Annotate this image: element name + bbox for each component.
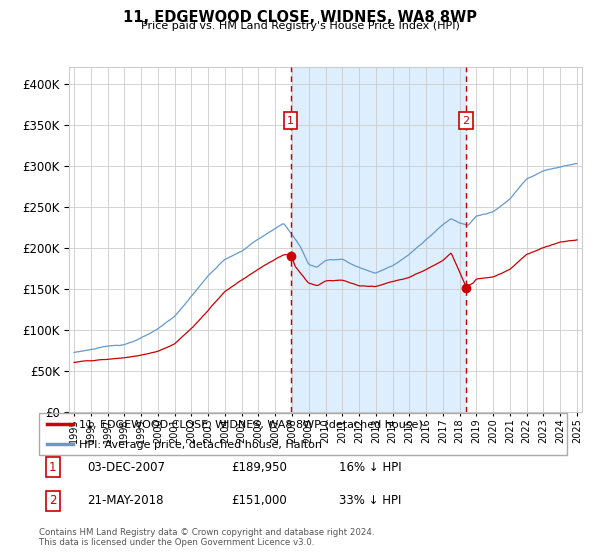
Text: 2: 2 xyxy=(49,494,56,507)
Bar xyxy=(290,67,466,412)
Text: 33% ↓ HPI: 33% ↓ HPI xyxy=(339,494,401,507)
Text: 11, EDGEWOOD CLOSE, WIDNES, WA8 8WP: 11, EDGEWOOD CLOSE, WIDNES, WA8 8WP xyxy=(123,10,477,25)
Text: £189,950: £189,950 xyxy=(231,460,287,474)
Text: 1: 1 xyxy=(287,115,294,125)
Text: Price paid vs. HM Land Registry's House Price Index (HPI): Price paid vs. HM Land Registry's House … xyxy=(140,21,460,31)
Text: £151,000: £151,000 xyxy=(231,494,287,507)
Text: 2: 2 xyxy=(463,115,470,125)
Text: HPI: Average price, detached house, Halton: HPI: Average price, detached house, Halt… xyxy=(79,440,322,450)
Text: 21-MAY-2018: 21-MAY-2018 xyxy=(87,494,163,507)
Text: 03-DEC-2007: 03-DEC-2007 xyxy=(87,460,165,474)
Text: Contains HM Land Registry data © Crown copyright and database right 2024.
This d: Contains HM Land Registry data © Crown c… xyxy=(39,528,374,547)
Text: 16% ↓ HPI: 16% ↓ HPI xyxy=(339,460,401,474)
Text: 1: 1 xyxy=(49,460,56,474)
Text: 11, EDGEWOOD CLOSE, WIDNES, WA8 8WP (detached house): 11, EDGEWOOD CLOSE, WIDNES, WA8 8WP (det… xyxy=(79,419,422,430)
